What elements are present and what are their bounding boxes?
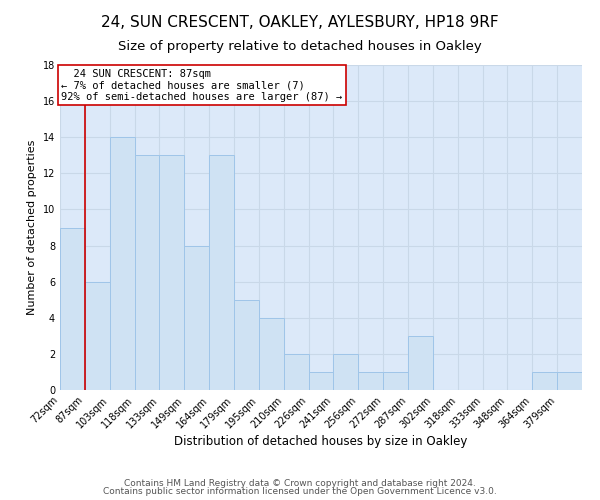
Text: 24, SUN CRESCENT, OAKLEY, AYLESBURY, HP18 9RF: 24, SUN CRESCENT, OAKLEY, AYLESBURY, HP1… [101, 15, 499, 30]
Bar [408, 336, 433, 390]
Bar [184, 246, 209, 390]
Bar [60, 228, 85, 390]
Bar [557, 372, 582, 390]
Text: Size of property relative to detached houses in Oakley: Size of property relative to detached ho… [118, 40, 482, 53]
Text: Contains public sector information licensed under the Open Government Licence v3: Contains public sector information licen… [103, 487, 497, 496]
Bar [308, 372, 334, 390]
Text: 24 SUN CRESCENT: 87sqm
← 7% of detached houses are smaller (7)
92% of semi-detac: 24 SUN CRESCENT: 87sqm ← 7% of detached … [61, 68, 343, 102]
Bar [383, 372, 408, 390]
X-axis label: Distribution of detached houses by size in Oakley: Distribution of detached houses by size … [175, 436, 467, 448]
Bar [358, 372, 383, 390]
Bar [85, 282, 110, 390]
Bar [532, 372, 557, 390]
Bar [110, 137, 134, 390]
Bar [160, 156, 184, 390]
Bar [234, 300, 259, 390]
Y-axis label: Number of detached properties: Number of detached properties [27, 140, 37, 315]
Bar [209, 156, 234, 390]
Bar [334, 354, 358, 390]
Bar [284, 354, 308, 390]
Bar [259, 318, 284, 390]
Text: Contains HM Land Registry data © Crown copyright and database right 2024.: Contains HM Land Registry data © Crown c… [124, 478, 476, 488]
Bar [134, 156, 160, 390]
